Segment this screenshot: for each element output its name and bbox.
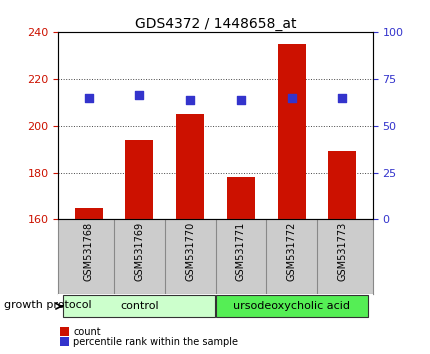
- Text: control: control: [120, 301, 158, 311]
- Bar: [125, 140, 153, 219]
- Point: [85, 95, 92, 101]
- Title: GDS4372 / 1448658_at: GDS4372 / 1448658_at: [135, 17, 295, 31]
- Text: GSM531768: GSM531768: [83, 222, 93, 281]
- Text: GSM531771: GSM531771: [235, 222, 245, 281]
- Bar: [328, 152, 356, 219]
- Bar: [176, 114, 204, 219]
- Text: percentile rank within the sample: percentile rank within the sample: [73, 337, 238, 347]
- Text: GSM531773: GSM531773: [337, 222, 347, 281]
- Text: count: count: [73, 327, 101, 337]
- Bar: [63, 295, 215, 318]
- Text: ursodeoxycholic acid: ursodeoxycholic acid: [233, 301, 349, 311]
- Bar: [215, 295, 367, 318]
- Bar: [226, 177, 254, 219]
- Point: [288, 95, 295, 101]
- Point: [338, 95, 345, 101]
- Bar: [74, 208, 102, 219]
- Text: growth protocol: growth protocol: [4, 300, 92, 310]
- Text: GSM531770: GSM531770: [185, 222, 195, 281]
- Text: GSM531772: GSM531772: [286, 222, 296, 281]
- Point: [237, 97, 244, 103]
- Point: [135, 92, 142, 98]
- Text: GSM531769: GSM531769: [134, 222, 144, 281]
- Point: [186, 97, 193, 103]
- Bar: [277, 44, 305, 219]
